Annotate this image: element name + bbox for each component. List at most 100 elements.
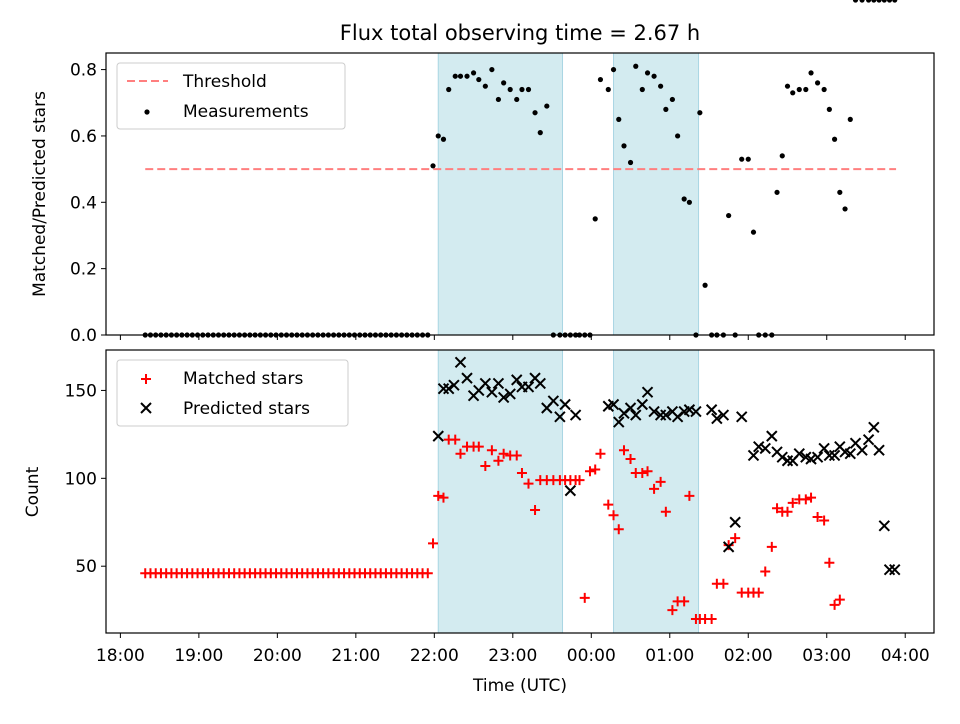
measurement-point xyxy=(633,63,639,69)
legend-matched-label: Matched stars xyxy=(183,369,303,389)
measurement-point xyxy=(826,106,832,112)
measurement-point xyxy=(476,76,482,83)
measurement-point xyxy=(814,80,821,86)
predicted-point xyxy=(862,433,875,446)
measurement-point xyxy=(745,156,751,162)
legend-matched-swatch xyxy=(141,374,151,384)
predicted-point xyxy=(448,379,460,391)
predicted-point xyxy=(641,386,654,398)
measurement-point xyxy=(507,86,513,93)
predicted-point xyxy=(607,398,620,411)
predicted-point xyxy=(736,411,748,423)
matched-point xyxy=(730,533,741,544)
measurement-point xyxy=(663,106,669,112)
predicted-point xyxy=(753,440,765,453)
measurement-point xyxy=(544,103,550,109)
matched-point xyxy=(511,450,522,461)
predicted-point xyxy=(547,395,560,407)
predicted-point xyxy=(781,455,794,467)
predicted-point xyxy=(443,382,455,395)
predicted-point xyxy=(564,484,577,497)
predicted-point xyxy=(722,541,735,553)
matched-point xyxy=(782,506,793,517)
measurement-point xyxy=(440,136,447,142)
matched-point xyxy=(834,594,845,605)
matched-point xyxy=(428,538,439,549)
measurement-point xyxy=(519,86,525,93)
measurement-point xyxy=(446,86,452,93)
matched-point xyxy=(718,578,729,589)
y-tick-label: 0.2 xyxy=(70,260,97,280)
predicted-point xyxy=(759,442,771,455)
bottom-panel-frame xyxy=(105,349,935,634)
measurement-point xyxy=(482,83,488,89)
measurement-point xyxy=(831,136,838,142)
measurement-point xyxy=(525,86,532,93)
measurement-point xyxy=(852,0,859,3)
matched-point xyxy=(660,506,671,517)
matched-point xyxy=(637,468,648,479)
legend-measurements-swatch xyxy=(144,109,150,115)
measurement-point xyxy=(452,73,458,79)
bottom-panel: 50 100 150 18:00 19:00 20:00 21:00 22:00 23:00 00… xyxy=(65,349,935,666)
predicted-point xyxy=(690,405,702,418)
legend-box xyxy=(116,62,346,130)
matched-point xyxy=(595,448,606,459)
matched-point xyxy=(753,587,764,598)
matched-point xyxy=(684,490,695,501)
legend-measurements-label: Measurements xyxy=(183,102,309,122)
shaded-span xyxy=(613,52,700,336)
matched-point xyxy=(603,499,614,510)
measurement-point xyxy=(644,70,651,76)
measurement-point xyxy=(886,0,893,3)
measurement-point xyxy=(881,0,887,3)
measurement-point xyxy=(847,116,853,122)
predicted-point xyxy=(883,564,896,576)
bottom-legend: Matched stars Predicted stars xyxy=(116,359,349,427)
measurement-point xyxy=(790,90,796,96)
predicted-point xyxy=(554,411,566,423)
measurement-point xyxy=(639,86,645,93)
x-tick-label: 02:00 xyxy=(724,646,773,666)
chart-title: Flux total observing time = 2.67 h xyxy=(340,21,700,45)
measurement-point xyxy=(865,0,872,3)
matched-point xyxy=(480,461,491,472)
measurement-point xyxy=(842,206,848,212)
predicted-point xyxy=(856,444,868,456)
matched-point xyxy=(829,599,840,610)
bottom-panel-y-label: Count xyxy=(23,466,43,517)
predicted-point xyxy=(492,377,505,390)
predicted-point xyxy=(793,448,805,460)
matched-point xyxy=(618,445,629,456)
matched-point xyxy=(613,524,624,535)
measurement-point xyxy=(537,130,543,136)
measurement-point xyxy=(859,0,865,3)
measurement-point xyxy=(592,216,598,222)
measurement-point xyxy=(702,282,708,288)
measurement-point xyxy=(803,86,809,93)
predicted-point xyxy=(613,416,625,428)
x-tick-label: 03:00 xyxy=(802,646,851,666)
predicted-point xyxy=(818,442,830,455)
matched-point xyxy=(655,476,666,487)
measurement-point xyxy=(616,116,622,122)
measurement-point xyxy=(821,86,827,93)
legend-predicted-swatch xyxy=(140,402,152,414)
measurement-point xyxy=(651,73,657,79)
x-tick-label: 21:00 xyxy=(331,646,380,666)
predicted-point xyxy=(878,520,891,532)
matched-point xyxy=(760,566,771,577)
measurement-point xyxy=(779,153,785,159)
predicted-point xyxy=(534,377,546,390)
predicted-point xyxy=(630,409,642,421)
measurement-point xyxy=(796,86,802,93)
predicted-point xyxy=(497,391,510,404)
shaded-span xyxy=(613,349,700,634)
measurement-point xyxy=(597,76,604,83)
matched-point xyxy=(422,568,433,579)
predicted-point xyxy=(648,405,660,418)
matched-point xyxy=(766,541,777,552)
predicted-point xyxy=(461,372,473,384)
matched-point xyxy=(584,466,595,477)
